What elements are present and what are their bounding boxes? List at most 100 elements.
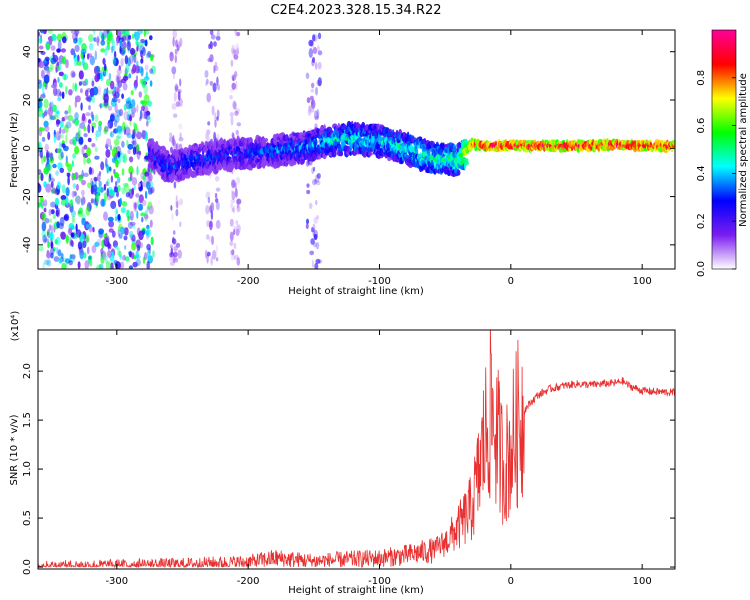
noise-blob (111, 38, 116, 48)
noise-stripe-blob (235, 108, 241, 113)
noise-blob (105, 261, 111, 269)
noise-blob (127, 149, 131, 155)
noise-blob (83, 133, 88, 138)
noise-blob (148, 254, 153, 262)
noise-blob (138, 91, 143, 98)
y-tick-label: 20 (22, 94, 33, 107)
noise-blob (140, 38, 146, 44)
noise-stripe-blob (234, 182, 237, 190)
noise-stripe-blob (236, 204, 241, 213)
noise-blob (77, 130, 81, 140)
noise-blob (53, 256, 60, 262)
noise-blob (44, 259, 50, 266)
noise-blob (122, 254, 126, 261)
noise-blob (116, 86, 121, 93)
noise-stripe-blob (169, 51, 174, 62)
noise-blob (63, 213, 70, 222)
noise-blob (86, 147, 91, 157)
noise-stripe-blob (211, 235, 214, 245)
noise-stripe-blob (314, 262, 319, 269)
noise-blob (144, 111, 148, 120)
noise-stripe-blob (212, 249, 217, 260)
noise-stripe-blob (177, 249, 183, 259)
noise-blob (127, 143, 134, 150)
noise-stripe-blob (230, 116, 234, 126)
noise-blob (118, 108, 124, 117)
x-tick-label: -100 (368, 276, 391, 287)
noise-blob (46, 252, 52, 259)
noise-stripe-blob (172, 30, 177, 39)
noise-stripe-blob (210, 256, 213, 266)
noise-blob (110, 45, 114, 54)
noise-stripe-blob (215, 198, 219, 203)
noise-blob (60, 231, 66, 238)
noise-blob (117, 151, 121, 158)
noise-blob (81, 217, 86, 226)
noise-stripe-blob (172, 72, 175, 80)
noise-stripe-blob (205, 82, 208, 87)
noise-blob (76, 195, 81, 205)
noise-blob (125, 209, 131, 219)
noise-stripe-blob (213, 65, 216, 74)
noise-blob (42, 30, 47, 35)
noise-blob (61, 91, 65, 99)
noise-blob (42, 262, 45, 269)
noise-blob (140, 212, 146, 217)
ridge-blob (456, 169, 461, 176)
x-tick-label: 100 (633, 576, 652, 587)
noise-blob (117, 184, 121, 192)
noise-stripe-blob (305, 160, 310, 167)
noise-blob (111, 97, 118, 103)
noise-blob (149, 80, 153, 87)
noise-blob (117, 228, 121, 237)
noise-stripe-blob (235, 176, 240, 185)
noise-blob (90, 177, 93, 187)
noise-blob (123, 104, 127, 111)
noise-stripe-blob (236, 224, 241, 233)
noise-blob (114, 216, 118, 221)
noise-stripe-blob (313, 110, 319, 120)
noise-blob (94, 155, 100, 160)
noise-blob (141, 47, 146, 56)
ridge-blob (319, 127, 325, 131)
noise-blob (60, 195, 67, 201)
noise-blob (46, 149, 49, 159)
noise-stripe-blob (229, 231, 234, 242)
noise-blob (76, 60, 82, 66)
noise-stripe-blob (216, 109, 220, 118)
noise-stripe-blob (169, 252, 175, 258)
noise-blob (41, 136, 46, 142)
noise-blob (120, 226, 126, 235)
noise-blob (47, 30, 53, 34)
noise-blob (149, 35, 153, 41)
ridge-blob (375, 143, 381, 151)
noise-stripe-blob (214, 112, 217, 122)
noise-blob (136, 131, 142, 140)
noise-blob (110, 130, 115, 138)
noise-blob (81, 146, 85, 155)
noise-blob (50, 209, 55, 215)
noise-blob (49, 247, 55, 255)
noise-stripe-blob (173, 181, 177, 189)
noise-blob (132, 122, 136, 127)
noise-stripe-blob (175, 39, 178, 48)
noise-blob (101, 239, 105, 249)
noise-stripe-blob (170, 205, 173, 211)
noise-blob (135, 75, 139, 82)
noise-blob (120, 49, 126, 56)
snr-y-ticks: 0.0 0.5 1.0 1.5 2.0 (22, 363, 675, 575)
noise-blob (85, 96, 91, 102)
noise-stripe-blob (234, 188, 238, 198)
noise-stripe-blob (215, 244, 218, 254)
y-tick-label: 2.0 (22, 363, 33, 379)
y-tick-label: 0.0 (22, 559, 33, 575)
noise-blob (117, 125, 124, 135)
noise-blob (43, 98, 49, 109)
noise-blob (50, 181, 54, 189)
noise-stripe-blob (209, 30, 214, 36)
noise-blob (117, 125, 123, 133)
noise-blob (106, 164, 109, 174)
noise-blob (94, 146, 98, 153)
noise-blob (52, 247, 56, 252)
